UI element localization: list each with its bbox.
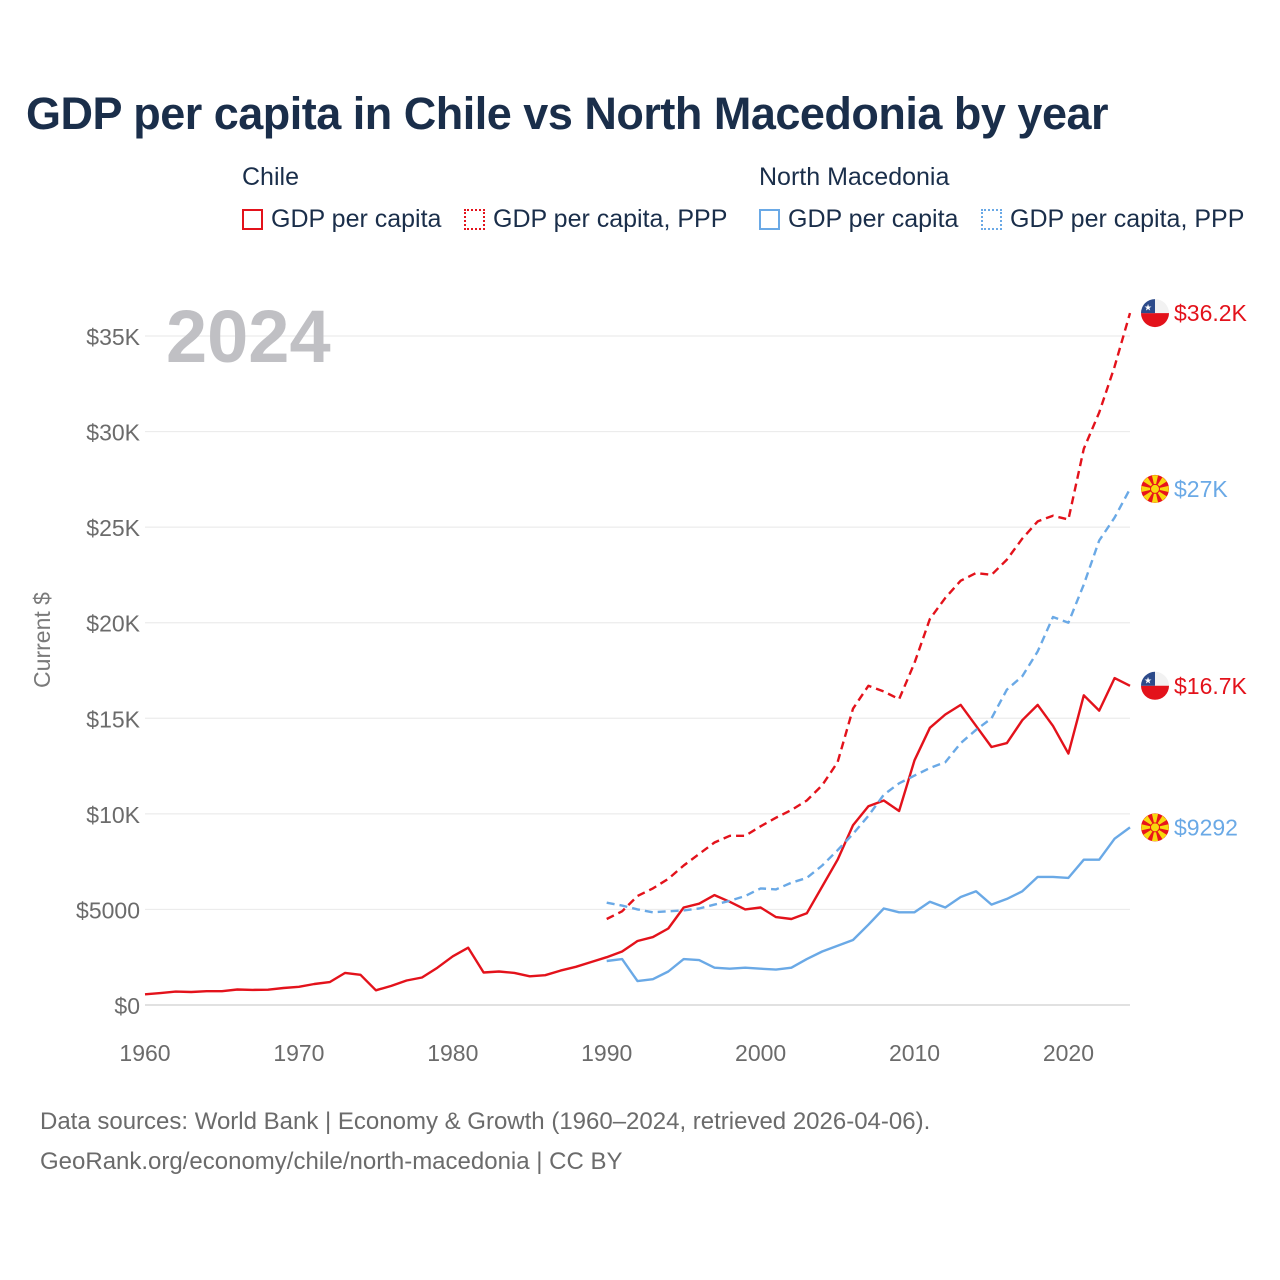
series-end-label-0: $16.7K: [1174, 673, 1248, 699]
legend-label-mk-gdp: GDP per capita: [788, 205, 959, 233]
source-line-2: GeoRank.org/economy/chile/north-macedoni…: [40, 1148, 623, 1175]
y-axis-label: Current $: [29, 592, 55, 688]
series-line-0: [144, 676, 1131, 996]
y-tick-label: $35K: [86, 324, 140, 350]
legend-swatch-chile-ppp: [464, 209, 485, 230]
legend-swatch-mk-ppp: [981, 209, 1002, 230]
legend-swatch-chile-gdp: [242, 209, 263, 230]
legend-label-chile-ppp: GDP per capita, PPP: [493, 205, 728, 233]
x-tick-label: 1960: [119, 1040, 170, 1066]
legend-item-mk-ppp[interactable]: GDP per capita, PPP: [981, 205, 1244, 234]
legend-group-chile: Chile: [242, 163, 299, 191]
x-tick-label: 2000: [735, 1040, 786, 1066]
x-tick-label: 1980: [427, 1040, 478, 1066]
y-tick-label: $20K: [86, 611, 140, 637]
series-line-1: [606, 312, 1132, 921]
legend-label-mk-ppp: GDP per capita, PPP: [1010, 205, 1245, 233]
legend-item-chile-ppp[interactable]: GDP per capita, PPP: [464, 205, 727, 234]
svg-text:★: ★: [1144, 675, 1152, 685]
svg-text:★: ★: [1144, 303, 1152, 313]
legend-swatch-mk-gdp: [759, 209, 780, 230]
series-end-label-2: $9292: [1174, 814, 1238, 840]
series-line-3: [606, 488, 1132, 914]
y-tick-label: $30K: [86, 420, 140, 446]
legend-group-north-macedonia: North Macedonia: [759, 163, 950, 191]
legend-item-mk-gdp[interactable]: GDP per capita: [759, 205, 958, 234]
y-tick-label: $5000: [76, 897, 140, 923]
y-tick-label: $25K: [86, 515, 140, 541]
series-line-2: [606, 826, 1131, 983]
chart-title: GDP per capita in Chile vs North Macedon…: [26, 88, 1109, 139]
legend-item-chile-gdp[interactable]: GDP per capita: [242, 205, 441, 234]
source-line-1: Data sources: World Bank | Economy & Gro…: [40, 1108, 931, 1135]
north-macedonia-flag-icon: [1141, 474, 1169, 503]
x-tick-label: 2020: [1043, 1040, 1094, 1066]
north-macedonia-flag-icon: [1141, 813, 1169, 842]
series-end-label-1: $36.2K: [1174, 300, 1248, 326]
x-tick-label: 1970: [273, 1040, 324, 1066]
chile-flag-icon: ★: [1141, 299, 1169, 328]
legend-label-chile-gdp: GDP per capita: [271, 205, 442, 233]
y-tick-label: $10K: [86, 802, 140, 828]
chile-flag-icon: ★: [1141, 671, 1169, 700]
x-tick-label: 2010: [889, 1040, 940, 1066]
y-tick-label: $0: [114, 993, 140, 1019]
series-end-label-3: $27K: [1174, 476, 1228, 502]
y-tick-label: $15K: [86, 706, 140, 732]
x-tick-label: 1990: [581, 1040, 632, 1066]
year-label: 2024: [166, 295, 331, 378]
